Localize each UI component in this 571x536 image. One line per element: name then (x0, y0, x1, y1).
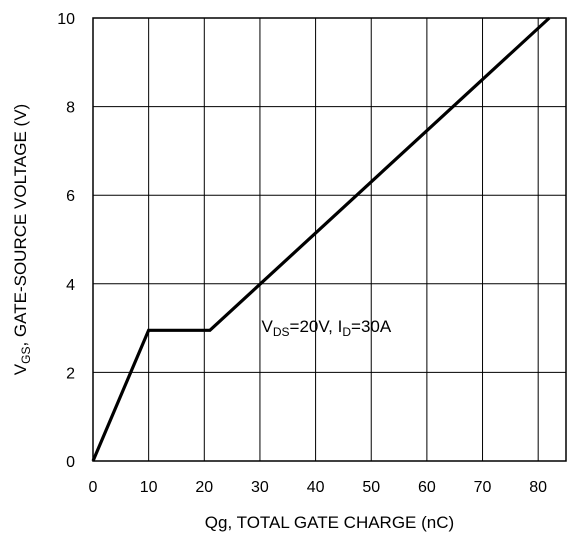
series-line (91, 16, 551, 462)
y-tick-label: 2 (66, 365, 75, 382)
annot-i-sub: D (342, 325, 351, 339)
x-tick-label: 70 (474, 479, 492, 496)
condition-annotation: VDS=20V, ID=30A (262, 317, 392, 339)
annot-v: V (262, 317, 274, 336)
x-tick-label: 0 (89, 479, 98, 496)
series-layer (91, 16, 551, 462)
x-tick-labels: 0 10 20 30 40 50 60 70 80 (89, 479, 548, 496)
plot-frame (92, 17, 567, 462)
annot-v-sub: DS (273, 325, 290, 339)
y-tick-label: 6 (66, 188, 75, 205)
x-tick-label: 80 (529, 479, 547, 496)
y-tick-label: 0 (66, 454, 75, 471)
annot-i-val: =30A (351, 317, 392, 336)
y-axis-title-sub: GS (19, 347, 33, 364)
y-axis-title: VGS, GATE-SOURCE VOLTAGE (V) (11, 104, 33, 375)
x-tick-label: 10 (140, 479, 158, 496)
grid-lines (93, 18, 566, 461)
x-tick-label: 20 (195, 479, 213, 496)
y-axis-title-rest: , GATE-SOURCE VOLTAGE (V) (11, 104, 30, 347)
x-axis-title: Qg, TOTAL GATE CHARGE (nC) (205, 513, 454, 532)
y-axis-title-prefix: V (11, 363, 30, 375)
y-tick-label: 8 (66, 100, 75, 117)
x-tick-label: 50 (362, 479, 380, 496)
x-tick-label: 40 (307, 479, 325, 496)
y-tick-label: 10 (57, 11, 75, 28)
annot-v-val: =20V, I (290, 317, 343, 336)
x-tick-label: 30 (251, 479, 269, 496)
y-tick-labels: 0 2 4 6 8 10 (57, 11, 75, 471)
x-tick-label: 60 (418, 479, 436, 496)
y-tick-label: 4 (66, 277, 75, 294)
